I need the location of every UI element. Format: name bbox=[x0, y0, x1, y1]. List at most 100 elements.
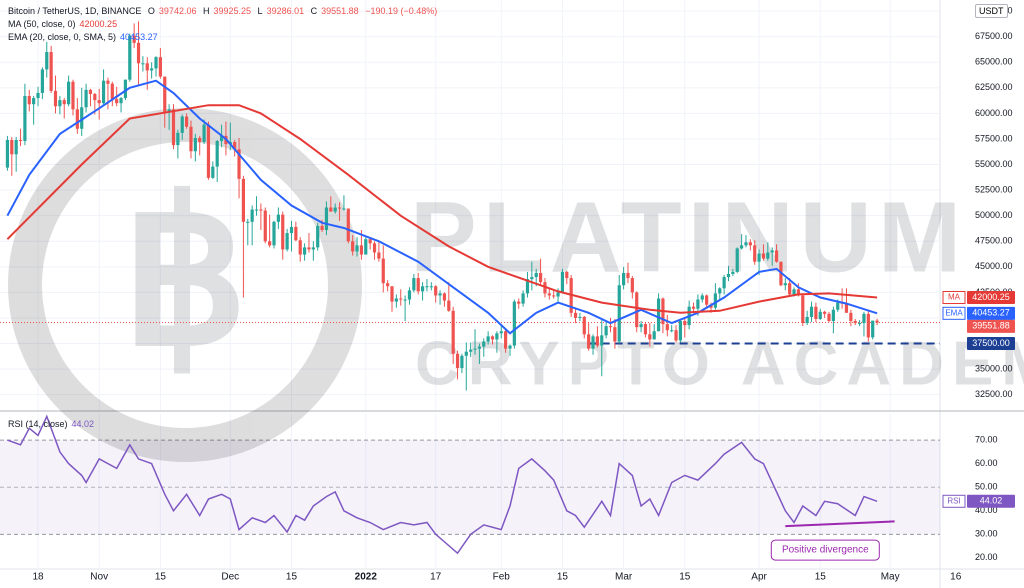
ma-line bbox=[6, 104, 878, 314]
candle-body bbox=[189, 126, 193, 152]
candle-body bbox=[770, 250, 774, 253]
candle-body bbox=[691, 306, 696, 309]
candle-body bbox=[844, 303, 849, 313]
ohlc-value: 39742.06 bbox=[158, 6, 197, 16]
candle-body bbox=[390, 286, 394, 302]
candle-body bbox=[469, 349, 473, 352]
candle-body bbox=[202, 124, 206, 143]
candle-body bbox=[735, 248, 739, 272]
candle-body bbox=[582, 316, 586, 335]
candle-body bbox=[565, 271, 569, 279]
candle-body bbox=[744, 242, 748, 246]
candle-body bbox=[866, 313, 870, 338]
currency-box[interactable]: USDT bbox=[975, 4, 1008, 18]
header-line: Bitcoin / TetherUS, 1D, BINANCE O 39742.0… bbox=[8, 6, 441, 16]
candle-body bbox=[368, 239, 372, 244]
candle-body bbox=[307, 247, 311, 250]
candle-body bbox=[40, 69, 44, 93]
divergence-box bbox=[770, 539, 880, 561]
candle-body bbox=[486, 336, 490, 342]
candle-body bbox=[359, 245, 364, 255]
y-tick-label: 62500.00 bbox=[975, 82, 1013, 92]
candle-body bbox=[75, 109, 79, 129]
candle-body bbox=[442, 293, 447, 301]
candle-body bbox=[158, 57, 162, 77]
candle-body bbox=[263, 210, 267, 242]
candle-body bbox=[748, 242, 752, 246]
candle-body bbox=[381, 258, 385, 284]
candle-body bbox=[115, 99, 119, 104]
candle-body bbox=[101, 80, 106, 104]
x-tick-label: Dec bbox=[221, 572, 239, 583]
x-tick-label: 16 bbox=[950, 572, 962, 583]
x-tick-label: 2022 bbox=[355, 572, 378, 583]
candle-body bbox=[626, 272, 630, 279]
candle-body bbox=[193, 137, 197, 152]
ema-legend: EMA (20, close, 0, SMA, 5) 40453.27 bbox=[8, 32, 162, 42]
candle-body bbox=[604, 326, 608, 336]
candle-body bbox=[97, 100, 101, 104]
candle-body bbox=[757, 253, 761, 262]
candle-body bbox=[416, 278, 420, 292]
candle-body bbox=[434, 286, 438, 296]
candle-body bbox=[766, 252, 770, 259]
candle-body bbox=[119, 98, 123, 104]
y-tick-label: 47500.00 bbox=[975, 236, 1013, 246]
candle-body bbox=[27, 96, 31, 105]
symbol: Bitcoin / TetherUS, 1D, BINANCE bbox=[8, 6, 142, 16]
candle-body bbox=[818, 311, 822, 319]
candle-body bbox=[123, 79, 128, 99]
x-tick-label: 18 bbox=[32, 572, 44, 583]
candle-body bbox=[71, 81, 75, 110]
candle-body bbox=[254, 209, 259, 211]
candle-body bbox=[556, 292, 560, 297]
candle-body bbox=[525, 279, 530, 294]
candle-body bbox=[718, 288, 722, 294]
candle-body bbox=[355, 245, 359, 252]
candle-body bbox=[827, 313, 831, 322]
candle-body bbox=[403, 299, 407, 301]
candle-body bbox=[219, 135, 224, 142]
watermark-text: PLATINUM bbox=[410, 181, 967, 293]
candle-body bbox=[591, 336, 595, 349]
rsi-tick-label: 50.00 bbox=[975, 482, 998, 492]
candle-body bbox=[578, 316, 582, 318]
candle-body bbox=[823, 311, 827, 314]
candle-body bbox=[670, 330, 674, 332]
candle-body bbox=[53, 90, 58, 107]
tag-box bbox=[942, 306, 966, 320]
ema-value: 40453.27 bbox=[120, 32, 158, 42]
candle-body bbox=[512, 301, 516, 346]
candle-body bbox=[796, 289, 801, 296]
y-tick-label: 60000.00 bbox=[975, 108, 1013, 118]
price-tag-label: 37500.00 bbox=[972, 338, 1010, 348]
candle-body bbox=[862, 313, 866, 324]
candle-body bbox=[477, 346, 481, 349]
candle-body bbox=[399, 298, 403, 300]
candle-body bbox=[853, 321, 857, 324]
x-tick-label: May bbox=[881, 572, 900, 583]
candle-body bbox=[665, 324, 669, 331]
candle-body bbox=[215, 141, 219, 167]
candle-body bbox=[298, 240, 302, 255]
ohlc-key: C bbox=[310, 6, 318, 16]
candle-body bbox=[163, 76, 167, 113]
candle-body bbox=[455, 353, 460, 369]
candle-body bbox=[62, 100, 66, 105]
candle-body bbox=[622, 272, 626, 286]
candle-body bbox=[761, 253, 766, 259]
candle-body bbox=[429, 286, 433, 288]
candle-body bbox=[739, 245, 744, 249]
candle-body bbox=[276, 214, 280, 222]
ma-legend: MA (50, close, 0) 42000.25 bbox=[8, 19, 121, 29]
candle-body bbox=[281, 214, 285, 250]
candle-body bbox=[836, 302, 840, 310]
candle-body bbox=[617, 285, 621, 342]
ma-value: 42000.25 bbox=[79, 19, 118, 29]
price-tag-label: 40453.27 bbox=[972, 308, 1010, 318]
candle-body bbox=[508, 345, 512, 349]
candle-body bbox=[521, 293, 525, 304]
candle-body bbox=[608, 326, 613, 328]
candle-body bbox=[713, 293, 717, 308]
